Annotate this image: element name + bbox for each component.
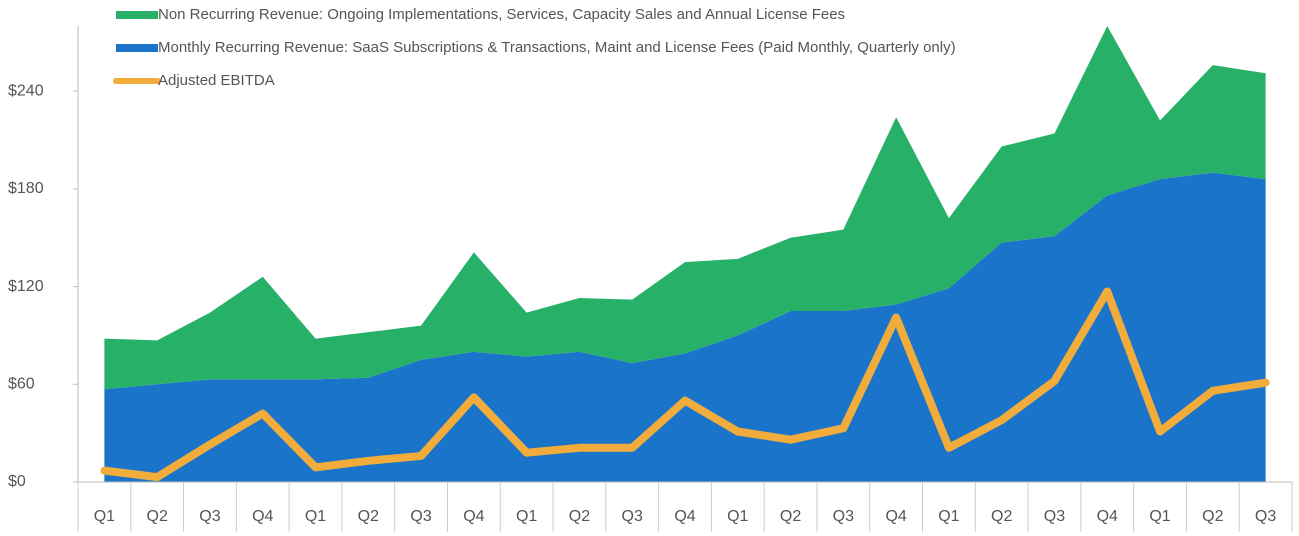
x-tick-label: Q1 (94, 508, 115, 525)
x-tick-label: Q2 (569, 508, 590, 525)
x-tick-label: Q2 (991, 508, 1012, 525)
x-tick-label: Q1 (727, 508, 748, 525)
x-tick-label: Q3 (1255, 508, 1276, 525)
x-tick-label: Q4 (674, 508, 695, 525)
line (100, 287, 1270, 482)
y-tick-label: $0 (8, 473, 26, 490)
x-tick-label: Q4 (885, 508, 906, 525)
y-tick-label: $120 (8, 278, 44, 295)
x-tick-label: Q3 (622, 508, 643, 525)
x-tick-label: Q2 (1202, 508, 1223, 525)
legend-label: Adjusted EBITDA (158, 72, 275, 89)
x-tick-label: Q3 (199, 508, 220, 525)
x-tick-label: Q4 (463, 508, 484, 525)
x-tick-label: Q1 (1149, 508, 1170, 525)
x-tick-label: Q4 (252, 508, 273, 525)
x-tick-label: Q3 (833, 508, 854, 525)
y-tick-label: $180 (8, 180, 44, 197)
x-tick-label: Q4 (1097, 508, 1118, 525)
legend-swatch (116, 44, 158, 52)
legend-label: Non Recurring Revenue: Ongoing Implement… (158, 6, 845, 23)
x-tick-label: Q2 (780, 508, 801, 525)
x-tick-label: Q1 (305, 508, 326, 525)
legend-label: Monthly Recurring Revenue: SaaS Subscrip… (158, 39, 956, 56)
x-tick-label: Q3 (410, 508, 431, 525)
x-tick-label: Q3 (1044, 508, 1065, 525)
area (104, 26, 1266, 390)
y-tick-label: $240 (8, 82, 44, 99)
x-tick-label: Q2 (147, 508, 168, 525)
x-tick-label: Q1 (516, 508, 537, 525)
y-tick-label: $60 (8, 376, 35, 393)
x-tick-label: Q1 (938, 508, 959, 525)
area (104, 172, 1266, 483)
x-tick-label: Q2 (358, 508, 379, 525)
legend-swatch (116, 11, 158, 19)
